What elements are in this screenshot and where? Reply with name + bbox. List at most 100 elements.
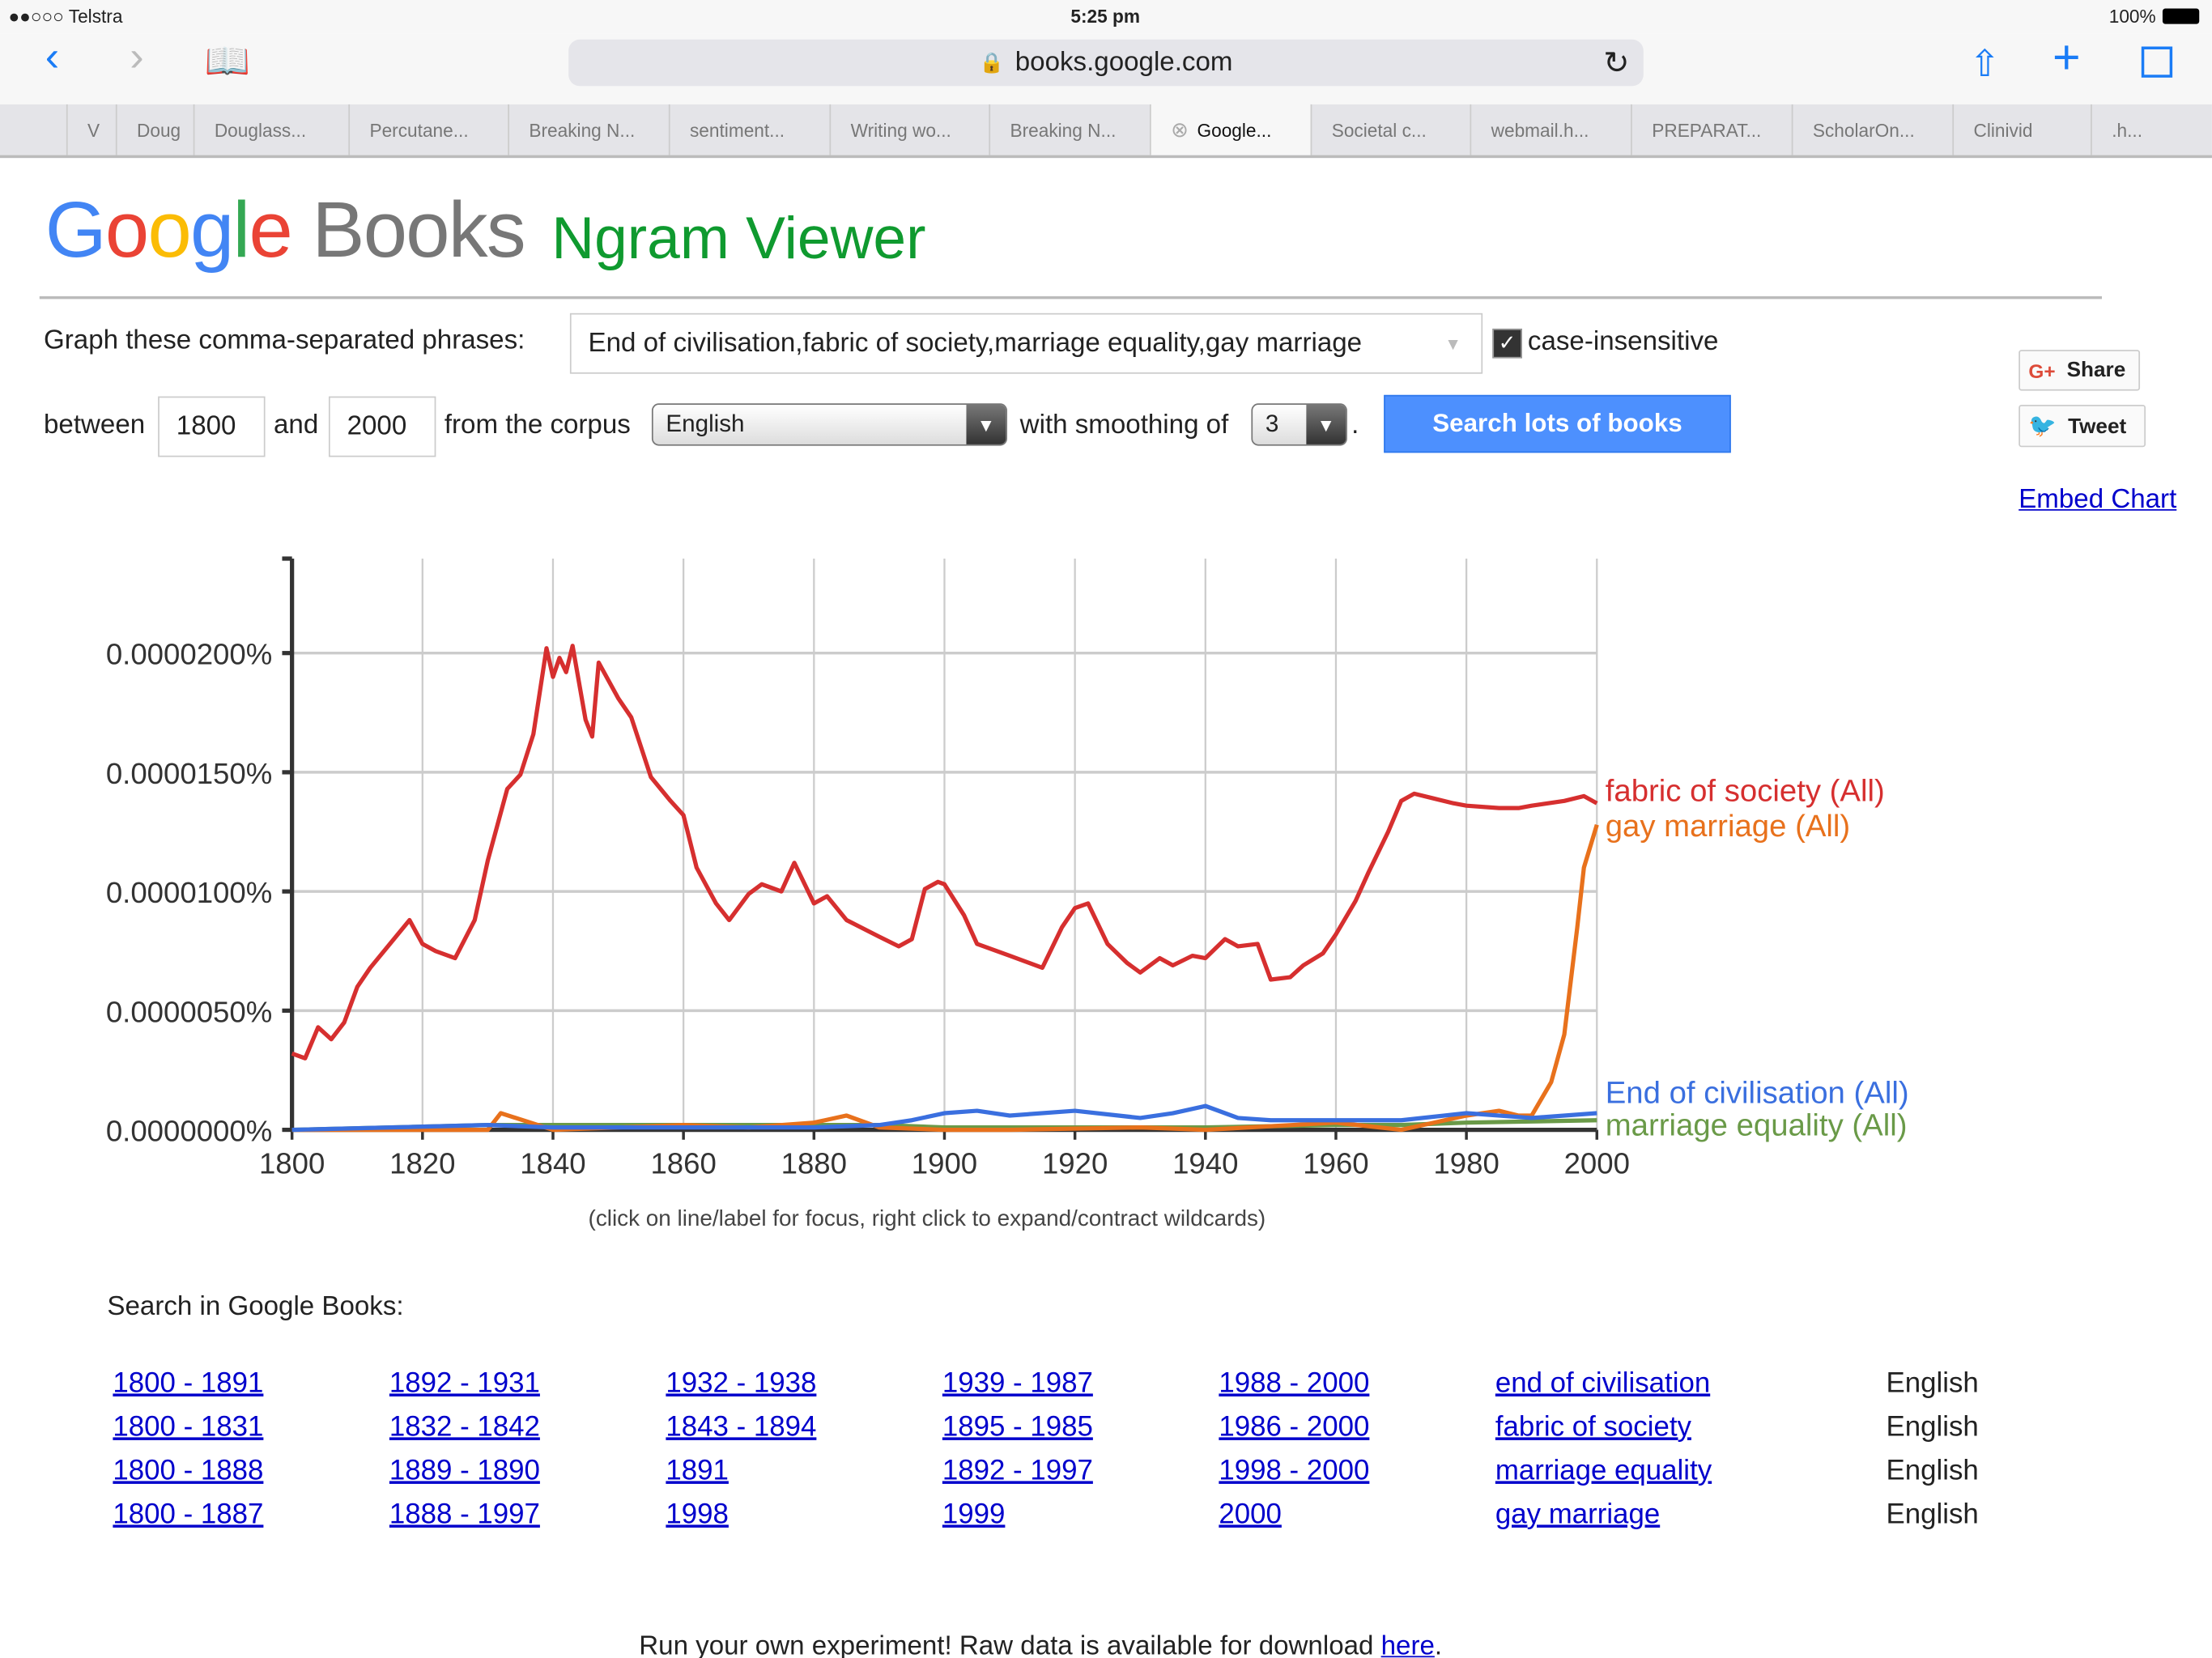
tweet-button[interactable]: 🐦 Tweet	[2018, 405, 2146, 448]
year-range-link[interactable]: 1832 - 1842	[389, 1412, 540, 1443]
series-label[interactable]: marriage equality (All)	[1606, 1108, 1908, 1143]
year-range-link[interactable]: 1986 - 2000	[1219, 1412, 1370, 1443]
case-insensitive-label: case-insensitive	[1527, 327, 1719, 357]
url-text: books.google.com	[1015, 47, 1233, 77]
share-icon[interactable]: ⇧	[1969, 42, 2001, 85]
tab[interactable]: Douglass...	[193, 104, 349, 155]
chevron-down-icon: ▼	[1306, 405, 1346, 444]
tab[interactable]: Societal c...	[1310, 104, 1470, 155]
reload-icon[interactable]: ↻	[1603, 44, 1630, 80]
table-row: 1800 - 1888 1889 - 1890 1891 1892 - 1997 199…	[113, 1450, 1978, 1494]
tab-label: Doug	[137, 119, 181, 141]
end-year-input[interactable]: 2000	[328, 396, 436, 457]
dropdown-icon: ▼	[1444, 334, 1462, 354]
series-label[interactable]: End of civilisation (All)	[1606, 1075, 1909, 1110]
tab-label: Breaking N...	[1010, 119, 1117, 141]
phrases-input[interactable]: End of civilisation,fabric of society,ma…	[569, 312, 1483, 374]
footer-text: Run your own experiment! Raw data is ava…	[639, 1631, 1381, 1658]
smoothing-value: 3	[1265, 410, 1279, 438]
twitter-icon: 🐦	[2028, 414, 2057, 439]
tab[interactable]: Breaking N...	[989, 104, 1150, 155]
clock: 5:25 pm	[1070, 5, 1141, 28]
year-range-link[interactable]: 1932 - 1938	[666, 1368, 817, 1400]
tab[interactable]: Breaking N...	[508, 104, 669, 155]
status-bar: ●●○○○ Telstra 5:25 pm 100%	[0, 0, 2212, 34]
year-range-link[interactable]: 1800 - 1887	[113, 1499, 264, 1531]
embed-chart-link[interactable]: Embed Chart	[2018, 485, 2177, 515]
google-books-logo[interactable]: Google Books	[45, 185, 526, 274]
download-link[interactable]: here	[1380, 1631, 1435, 1658]
tab[interactable]: Doug	[115, 104, 194, 155]
year-range-link[interactable]: 1892 - 1997	[942, 1456, 1093, 1487]
year-range-link[interactable]: 1891	[666, 1456, 729, 1487]
results-table: 1800 - 1891 1892 - 1931 1932 - 1938 1939 - …	[113, 1363, 1978, 1537]
x-tick-label: 2000	[1564, 1147, 1630, 1180]
phrase-link[interactable]: marriage equality	[1495, 1456, 1712, 1487]
year-range-link[interactable]: 1895 - 1985	[942, 1412, 1093, 1443]
back-icon[interactable]: ‹	[45, 33, 60, 81]
case-insensitive-checkbox[interactable]: ✓	[1492, 328, 1522, 359]
phrases-value: End of civilisation,fabric of society,ma…	[588, 328, 1363, 358]
tab[interactable]: Percutane...	[348, 104, 508, 155]
new-tab-icon[interactable]: +	[2052, 31, 2081, 85]
tab-label: .h...	[2112, 119, 2143, 141]
year-range-link[interactable]: 1800 - 1888	[113, 1456, 264, 1487]
tweet-label: Tweet	[2068, 414, 2127, 438]
y-tick-label: 0.0000050%	[106, 995, 272, 1028]
battery-percent: 100%	[2108, 5, 2156, 28]
tab[interactable]: .h...	[2091, 104, 2153, 155]
forward-icon[interactable]: ›	[130, 33, 144, 81]
between-label: between	[44, 410, 146, 440]
phrase-link[interactable]: end of civilisation	[1495, 1368, 1711, 1400]
smoothing-select[interactable]: 3 ▼	[1251, 403, 1347, 446]
series-label[interactable]: gay marriage (All)	[1606, 809, 1850, 844]
year-range-link[interactable]: 1800 - 1831	[113, 1412, 264, 1443]
phrase-link[interactable]: fabric of society	[1495, 1412, 1691, 1443]
year-range-link[interactable]: 1999	[942, 1499, 1006, 1531]
tab[interactable]: ScholarOn...	[1791, 104, 1953, 155]
tab[interactable]: sentiment...	[668, 104, 830, 155]
year-range-link[interactable]: 1889 - 1890	[389, 1456, 540, 1487]
footer-end: .	[1434, 1631, 1443, 1658]
lock-icon: 🔒	[979, 50, 1004, 74]
series-label[interactable]: fabric of society (All)	[1606, 774, 1885, 809]
year-range-link[interactable]: 1988 - 2000	[1219, 1368, 1370, 1400]
corpus-value: English	[666, 410, 745, 438]
series-line[interactable]	[291, 1103, 1597, 1133]
year-range-link[interactable]: 1888 - 1997	[389, 1499, 540, 1531]
year-range-link[interactable]: 1998	[666, 1499, 729, 1531]
x-tick-label: 1860	[650, 1147, 716, 1180]
address-bar[interactable]: 🔒 books.google.com ↻	[568, 39, 1644, 87]
tabs-icon[interactable]	[2141, 46, 2173, 78]
close-tab-icon[interactable]: ⊗	[1171, 118, 1189, 142]
language: English	[1886, 1499, 1979, 1531]
bookmarks-icon[interactable]: 📖	[204, 39, 251, 83]
series-line[interactable]	[291, 644, 1598, 1061]
tab[interactable]: webmail.h...	[1470, 104, 1631, 155]
table-row: 1800 - 1831 1832 - 1842 1843 - 1894 1895 - …	[113, 1406, 1978, 1450]
year-range-link[interactable]: 1800 - 1891	[113, 1368, 264, 1400]
year-range-link[interactable]: 1939 - 1987	[942, 1368, 1093, 1400]
tab[interactable]: Clinivid	[1952, 104, 2091, 155]
tab[interactable]: ⊗ Google...	[1149, 104, 1311, 155]
tab-label: Writing wo...	[850, 119, 951, 141]
tab[interactable]: PREPARAT...	[1631, 104, 1792, 155]
tab-label: Breaking N...	[529, 119, 636, 141]
tab-label: Clinivid	[1973, 119, 2033, 141]
search-button[interactable]: Search lots of books	[1384, 394, 1731, 453]
start-year-input[interactable]: 1800	[158, 396, 266, 457]
period: .	[1351, 410, 1359, 440]
year-range-link[interactable]: 1843 - 1894	[666, 1412, 817, 1443]
ngram-chart[interactable]: 1800 1820 1840 1860 1880 1900 1920 1940 1960 1980…	[0, 536, 1975, 1199]
share-button[interactable]: G+ Share	[2018, 350, 2141, 391]
tab[interactable]: Writing wo...	[829, 104, 989, 155]
year-range-link[interactable]: 1892 - 1931	[389, 1368, 540, 1400]
year-range-link[interactable]: 2000	[1219, 1499, 1282, 1531]
chart-note: (click on line/label for focus, right cl…	[588, 1207, 1266, 1232]
tab[interactable]: V	[66, 104, 116, 155]
y-tick-label: 0.0000000%	[106, 1115, 272, 1148]
phrase-link[interactable]: gay marriage	[1495, 1499, 1661, 1531]
tab-label: Percutane...	[369, 119, 469, 141]
corpus-select[interactable]: English ▼	[651, 403, 1008, 446]
year-range-link[interactable]: 1998 - 2000	[1219, 1456, 1370, 1487]
